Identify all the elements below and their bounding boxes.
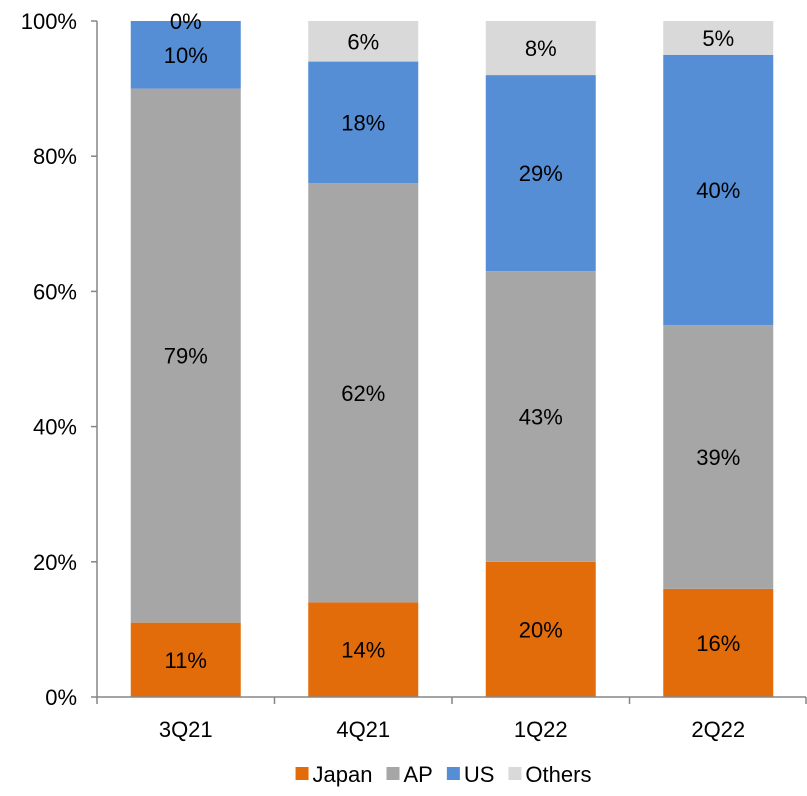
bar-others-2q22 <box>663 21 774 55</box>
bar-us-4q21 <box>308 61 419 184</box>
data-label-ap-4q21: 62% <box>341 381 385 406</box>
legend-label-others: Others <box>525 762 591 787</box>
bar-ap-3q21 <box>130 88 241 623</box>
data-label-japan-4q21: 14% <box>341 638 385 663</box>
legend-swatch-us <box>446 767 460 780</box>
legend-label-japan: Japan <box>313 762 373 787</box>
bar-ap-4q21 <box>308 183 419 603</box>
bar-us-1q22 <box>485 75 596 272</box>
data-label-japan-1q22: 20% <box>519 617 563 642</box>
data-label-others-2q22: 5% <box>702 26 734 51</box>
legend-label-us: US <box>464 762 495 787</box>
data-label-us-1q22: 29% <box>519 161 563 186</box>
x-tick-label: 2Q22 <box>691 717 745 742</box>
data-label-us-3q21: 10% <box>164 43 208 68</box>
data-label-others-1q22: 8% <box>525 36 557 61</box>
bar-ap-1q22 <box>485 271 596 562</box>
y-tick-label: 60% <box>33 279 77 304</box>
y-tick-label: 100% <box>21 9 77 34</box>
y-tick-label: 80% <box>33 144 77 169</box>
legend-label-ap: AP <box>404 762 433 787</box>
data-label-ap-2q22: 39% <box>696 445 740 470</box>
bar-japan-2q22 <box>663 588 774 697</box>
bar-others-4q21 <box>308 21 419 62</box>
legend-swatch-japan <box>295 767 309 780</box>
x-tick-label: 4Q21 <box>336 717 390 742</box>
data-label-ap-1q22: 43% <box>519 404 563 429</box>
data-label-japan-3q21: 11% <box>165 648 207 673</box>
y-tick-label: 40% <box>33 415 77 440</box>
x-tick-label: 3Q21 <box>159 717 213 742</box>
legend-swatch-others <box>508 767 522 780</box>
legend-swatch-ap <box>386 767 400 780</box>
data-label-japan-2q22: 16% <box>696 631 740 656</box>
data-label-others-3q21: 0% <box>170 9 202 34</box>
bar-others-1q22 <box>485 21 596 76</box>
bars-layer <box>130 21 774 697</box>
data-labels-layer: 11% 79% 10% 0% 14% 62% 18% 6% 20% 43% 29% 8% 16% 39% 4… <box>164 9 741 673</box>
data-label-others-4q21: 6% <box>347 29 379 54</box>
y-tick-label: 20% <box>33 550 77 575</box>
bar-us-3q21 <box>130 21 241 89</box>
legend: Japan AP US Others <box>295 762 591 787</box>
y-tick-label: 0% <box>45 685 77 710</box>
data-label-ap-3q21: 79% <box>164 344 208 369</box>
bar-japan-4q21 <box>308 602 419 697</box>
data-label-us-4q21: 18% <box>341 110 385 135</box>
data-label-us-2q22: 40% <box>696 178 740 203</box>
bar-japan-3q21 <box>130 622 241 697</box>
bar-us-2q22 <box>663 54 774 326</box>
x-tick-label: 1Q22 <box>514 717 568 742</box>
bar-japan-1q22 <box>485 561 596 697</box>
bar-ap-2q22 <box>663 325 774 589</box>
axes-layer: 0% 20% 40% 60% 80% 100% 3Q21 4Q21 1Q22 2Q22 <box>21 9 807 742</box>
